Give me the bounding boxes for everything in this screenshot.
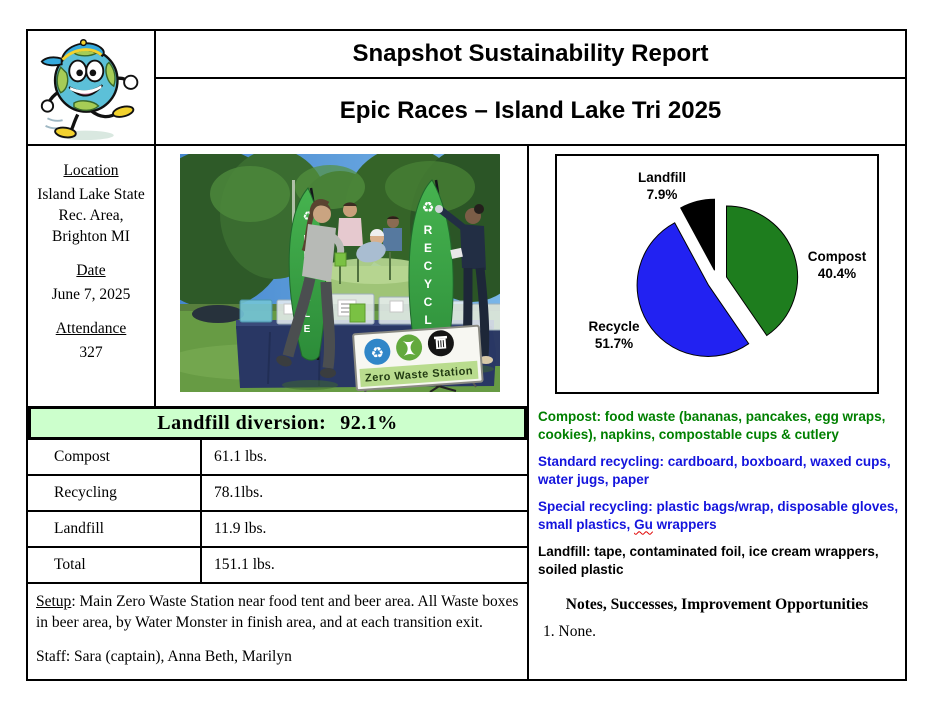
pie-slice-recycle xyxy=(636,222,750,357)
flag-letter: L xyxy=(304,309,310,320)
attendance-label: Attendance xyxy=(55,320,127,337)
weights-row-value: 78.1lbs. xyxy=(214,484,264,501)
pie-slice-landfill xyxy=(680,198,715,271)
weights-table-row: Landfill 11.9 lbs. xyxy=(28,512,527,548)
pie-slice-compost xyxy=(726,205,799,337)
shoe-left xyxy=(54,126,77,138)
diversion-value: 92.1% xyxy=(340,411,398,434)
shoe-right xyxy=(112,104,135,118)
weights-table-row: Total 151.1 lbs. xyxy=(28,548,527,584)
waste-pie-chart: Compost 40.4% Recycle 51.7% Landfill 7.9% xyxy=(555,154,879,394)
setup-notes: Setup: Main Zero Waste Station near food… xyxy=(28,584,527,679)
attendance-value: 327 xyxy=(79,344,103,361)
report-subtitle: Epic Races – Island Lake Tri 2025 xyxy=(339,97,722,124)
recycle-icon: ♻ xyxy=(370,343,385,362)
weights-table-row: Compost 61.1 lbs. xyxy=(28,440,527,476)
stream-detail: Special recycling: plastic bags/wrap, di… xyxy=(538,499,899,532)
location-value: Island Lake State Rec. Area, Brighton MI xyxy=(37,186,145,245)
stream-detail: Standard recycling: cardboard, boxboard,… xyxy=(538,454,891,487)
stream-details: Compost: food waste (bananas, pancakes, … xyxy=(538,408,900,588)
volunteers-behind-table xyxy=(337,202,402,263)
pie-label: 51.7% xyxy=(595,336,633,351)
weights-table-row: Recycling 78.1lbs. xyxy=(28,476,527,512)
setup-label: Setup xyxy=(36,593,72,610)
flag-letter: E xyxy=(424,241,432,255)
photo-cell: ♻ RECYCLE ♻ RECYCLE xyxy=(156,146,527,406)
zero-waste-sign: ♻ Zero Waste Station xyxy=(352,324,484,392)
fist-right xyxy=(123,74,139,90)
pie-chart-svg: Compost 40.4% Recycle 51.7% Landfill 7.9% xyxy=(588,170,867,357)
weights-table: Compost 61.1 lbs. Recycling 78.1lbs. Landfil… xyxy=(28,440,527,584)
divider-header-bottom xyxy=(28,144,905,146)
flag-letter: C xyxy=(424,259,433,273)
diversion-label: Landfill diversion: xyxy=(157,411,327,434)
flag-letter: C xyxy=(424,295,433,309)
flag-letter: L xyxy=(424,313,431,327)
continents xyxy=(56,48,116,111)
running-earth-logo xyxy=(40,38,139,140)
recycle-icon: ♻ xyxy=(303,209,314,223)
setup-text: : Main Zero Waste Station near food tent… xyxy=(36,593,519,631)
location-label: Location xyxy=(63,162,119,179)
weights-row-label: Compost xyxy=(28,440,202,474)
divider-title xyxy=(156,77,905,79)
logo-cell xyxy=(28,31,154,144)
pie-label: Landfill xyxy=(638,170,686,185)
recycle-icon: ♻ xyxy=(422,200,435,216)
misspelled-word: Gu xyxy=(634,516,653,532)
weights-row-label: Total xyxy=(28,548,202,582)
weights-row-value: 61.1 lbs. xyxy=(214,448,267,465)
pie-label: 40.4% xyxy=(818,266,856,281)
weights-row-value: 11.9 lbs. xyxy=(214,520,267,537)
weights-row-label: Recycling xyxy=(28,476,202,510)
right-column: Compost 40.4% Recycle 51.7% Landfill 7.9% Com… xyxy=(527,146,905,679)
report-title: Snapshot Sustainability Report xyxy=(352,40,709,67)
date-label: Date xyxy=(76,262,106,279)
recycle-circle-icon xyxy=(364,338,391,365)
apple-core-icon xyxy=(402,340,416,356)
flag-letter: R xyxy=(424,223,433,237)
staff-line: Staff: Sara (captain), Anna Beth, Marily… xyxy=(36,648,292,665)
fist-left xyxy=(40,98,55,113)
weights-row-value: 151.1 lbs. xyxy=(214,556,275,573)
divider-logo-right xyxy=(154,31,156,406)
stream-detail: Compost: food waste (bananas, pancakes, … xyxy=(538,409,886,442)
date-value: June 7, 2025 xyxy=(51,286,131,303)
pie-label: 7.9% xyxy=(647,187,678,202)
report-page: Snapshot Sustainability Report Epic Race… xyxy=(26,29,907,681)
event-photo: ♻ RECYCLE ♻ RECYCLE xyxy=(180,154,500,392)
setup-paragraph: Setup: Main Zero Waste Station near food… xyxy=(36,591,519,633)
gear-pile xyxy=(192,305,244,323)
flag-letter: Y xyxy=(424,277,432,291)
pie-label: Compost xyxy=(808,249,867,264)
diversion-banner: Landfill diversion: 92.1% xyxy=(28,406,527,440)
weights-row-label: Landfill xyxy=(28,512,202,546)
person-walking xyxy=(276,199,347,390)
green-bucket xyxy=(349,303,366,323)
sidebar: Location Island Lake State Rec. Area, Br… xyxy=(28,146,154,406)
notes-item: 1. None. xyxy=(543,623,596,640)
notes-heading: Notes, Successes, Improvement Opportunit… xyxy=(565,596,869,613)
stream-detail: Landfill: tape, contaminated foil, ice c… xyxy=(538,544,879,577)
pie-label: Recycle xyxy=(588,319,640,334)
recycle-flag-right-letters: RECYCLE xyxy=(424,223,433,345)
flag-letter: E xyxy=(304,324,311,335)
notes-list: 1. None. xyxy=(543,623,596,647)
